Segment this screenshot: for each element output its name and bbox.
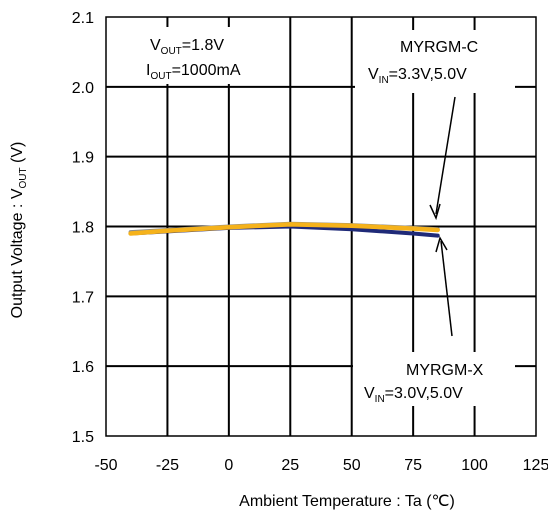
x-tick-label: 100 (461, 457, 488, 474)
myrgm-x-name: MYRGM-X (406, 362, 484, 379)
x-tick-label: 75 (404, 457, 422, 474)
y-tick-label: 1.8 (72, 220, 94, 237)
myrgm-c-name: MYRGM-C (400, 39, 478, 56)
y-tick-label: 1.9 (72, 150, 94, 167)
x-tick-label: -50 (94, 457, 117, 474)
x-tick-label: 50 (343, 457, 361, 474)
y-tick-label: 1.5 (72, 429, 94, 446)
x-axis-title: Ambient Temperature : Ta (℃) (239, 493, 455, 510)
y-tick-label: 1.6 (72, 359, 94, 376)
y-tick-label: 2.0 (72, 80, 94, 97)
y-tick-label: 1.7 (72, 289, 94, 306)
x-tick-label: -25 (156, 457, 179, 474)
x-tick-label: 0 (224, 457, 233, 474)
y-tick-label: 2.1 (72, 10, 94, 27)
x-tick-label: 25 (281, 457, 299, 474)
x-tick-label: 125 (523, 457, 548, 474)
